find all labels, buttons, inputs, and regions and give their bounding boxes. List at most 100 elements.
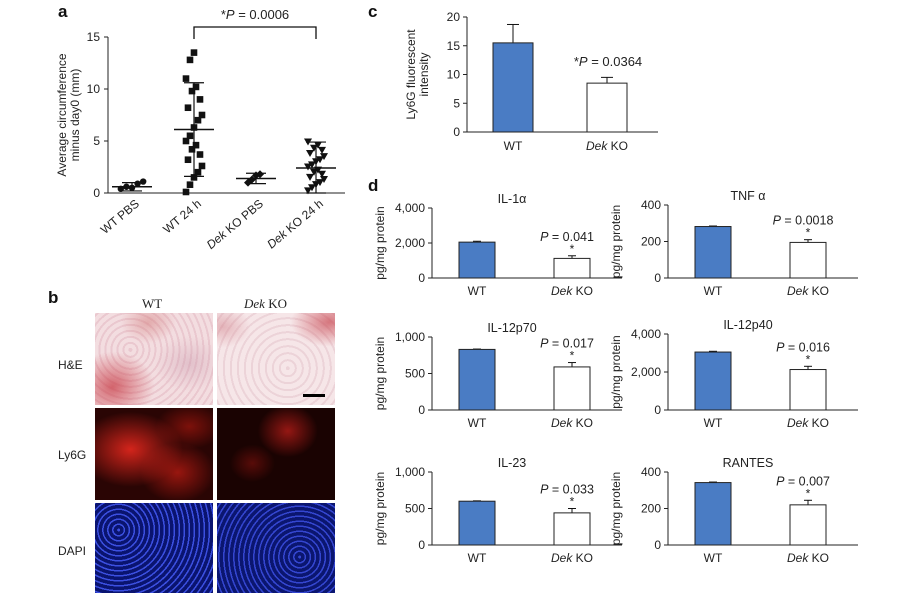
a-point [192, 141, 200, 149]
d3-category-label: WT [468, 416, 487, 430]
a-point [318, 170, 326, 178]
a-point [194, 116, 202, 124]
c-pvalue-label: *P = 0.0364 [574, 54, 642, 69]
d6-ytick-label: 200 [641, 502, 661, 516]
a-point [320, 153, 328, 161]
a-point [196, 151, 204, 158]
d1-category-label: Dek KO [551, 284, 593, 298]
d4-bar [694, 351, 732, 411]
d3-ylabel: pg/mg protein [373, 337, 387, 410]
c-ylabel: intensity [417, 52, 431, 96]
d2-ytick-label: 0 [654, 271, 661, 285]
d2-pvalue-label: P = 0.0018 [773, 214, 834, 228]
a-category-label: WT 24 h [160, 197, 204, 237]
c-ytick-label: 5 [453, 96, 460, 110]
a-point [182, 75, 190, 82]
d1-ytick-label: 4,000 [395, 201, 425, 215]
d6-bar [789, 504, 827, 546]
a-point [316, 179, 324, 187]
a-point [186, 56, 194, 64]
a-point [184, 104, 192, 112]
d3-category-label: Dek KO [551, 416, 593, 430]
a-point [304, 163, 312, 171]
d6-ytick-label: 0 [654, 538, 661, 552]
d1-bar [458, 241, 496, 279]
d1-star-label: * [570, 242, 575, 256]
a-point [306, 149, 314, 157]
a-point [196, 96, 204, 103]
a-point [182, 188, 190, 196]
d5-bar [553, 512, 591, 546]
a-ytick-label: 10 [87, 82, 101, 96]
c-ytick-label: 0 [453, 125, 460, 139]
micrograph-he-wt [95, 313, 213, 405]
d3-star-label: * [570, 349, 575, 363]
a-point [318, 146, 326, 154]
a-point [186, 181, 194, 188]
d6-bar [694, 482, 732, 546]
c-ytick-label: 10 [447, 68, 461, 82]
d3-ytick-label: 1,000 [395, 330, 425, 344]
d2-category-label: WT [704, 284, 723, 298]
d4-pvalue-label: P = 0.016 [776, 340, 830, 354]
c-bar [492, 42, 534, 133]
micrograph-dapi-wt [95, 503, 213, 593]
a-point [256, 170, 264, 179]
a-point [190, 174, 198, 181]
a-point [198, 162, 206, 170]
a-point [188, 146, 196, 153]
scale-bar [303, 394, 325, 397]
d6-category-label: WT [704, 551, 723, 565]
d5-ylabel: pg/mg protein [373, 472, 387, 545]
d3-ytick-label: 500 [405, 367, 425, 381]
d1-ytick-label: 2,000 [395, 236, 425, 250]
c-bar [586, 82, 628, 133]
a-point [306, 173, 314, 181]
c-category-label: WT [504, 139, 523, 153]
d3-title: IL-12p70 [487, 321, 536, 335]
micrograph-row-ly6g: Ly6G [58, 448, 87, 462]
d3-bar [553, 366, 591, 411]
d5-ytick-label: 500 [405, 502, 425, 516]
d6-category-label: Dek KO [787, 551, 829, 565]
c-ytick-label: 20 [447, 10, 461, 24]
a-point [308, 184, 316, 192]
d5-ytick-label: 1,000 [395, 465, 425, 479]
d1-pvalue-label: P = 0.041 [540, 230, 594, 244]
d6-ylabel: pg/mg protein [609, 472, 623, 545]
c-ytick-label: 15 [447, 39, 461, 53]
a-point [304, 187, 312, 195]
micrograph-dapi-ko [217, 503, 335, 593]
d4-ytick-label: 0 [654, 403, 661, 417]
d2-category-label: Dek KO [787, 284, 829, 298]
micrograph-col-ko: Dek KO [244, 296, 287, 311]
a-ylabel: minus day0 (mm) [68, 69, 82, 162]
d5-title: IL-23 [498, 456, 527, 470]
d4-ylabel: pg/mg protein [609, 335, 623, 408]
micrograph-ly6g-ko [217, 408, 335, 500]
c-category-label: Dek KO [586, 139, 628, 153]
a-category-label: WT PBS [98, 197, 142, 237]
d2-ytick-label: 400 [641, 198, 661, 212]
a-point [198, 111, 206, 119]
d4-bar [789, 369, 827, 411]
a-pvalue-label: *P = 0.0006 [221, 7, 289, 22]
a-point [140, 178, 147, 185]
micrograph-row-dapi: DAPI [58, 544, 87, 558]
micrograph-he-ko [217, 313, 335, 405]
d5-bar [458, 500, 496, 546]
panel-label-c: c [368, 2, 378, 21]
a-point [182, 137, 190, 145]
d4-category-label: Dek KO [787, 416, 829, 430]
d4-star-label: * [806, 352, 811, 366]
a-ytick-label: 15 [87, 30, 101, 44]
d2-ytick-label: 200 [641, 235, 661, 249]
a-point [190, 49, 198, 56]
a-point [186, 132, 194, 140]
d4-category-label: WT [704, 416, 723, 430]
d1-title: IL-1α [498, 192, 527, 206]
a-point [188, 87, 196, 95]
d2-bar [789, 241, 827, 279]
micrograph-ly6g-wt [95, 408, 213, 500]
